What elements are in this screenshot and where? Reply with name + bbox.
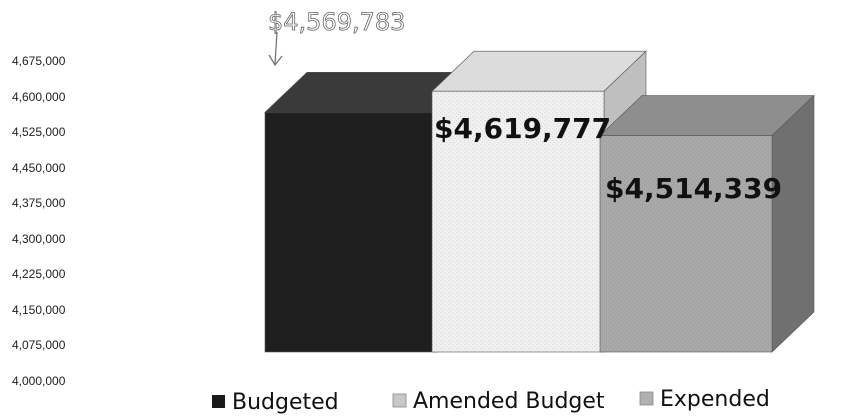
legend: Budgeted Amended Budget Expended (212, 387, 770, 415)
legend-label-amended-budget: Amended Budget (413, 389, 605, 414)
y-tick-label: 4,000,000 (12, 374, 66, 388)
bar-texture-expended (600, 135, 772, 352)
y-tick-label: 4,525,000 (12, 125, 66, 139)
bars (264, 50, 815, 353)
annotation-text: $4,569,783 (268, 8, 405, 36)
y-axis: 4,000,000 4,075,000 4,150,000 4,225,000 … (12, 54, 66, 388)
annotation-arrow-icon (268, 31, 283, 67)
y-tick-label: 4,375,000 (12, 196, 66, 210)
y-tick-label: 4,300,000 (12, 232, 66, 246)
y-tick-label: 4,450,000 (12, 161, 66, 175)
y-tick-label: 4,150,000 (12, 303, 66, 317)
bar-side-expended (771, 94, 815, 353)
legend-swatch-budgeted (212, 395, 225, 408)
legend-swatch-expended (639, 391, 654, 406)
bar-texture-budgeted (265, 112, 437, 353)
legend-label-expended: Expended (660, 387, 770, 412)
y-tick-label: 4,600,000 (12, 90, 66, 104)
y-tick-label: 4,225,000 (12, 267, 66, 281)
data-label-amended-budget: $4,619,777 (434, 112, 611, 145)
y-tick-label: 4,075,000 (12, 338, 66, 352)
y-tick-label: 4,675,000 (12, 54, 66, 68)
bar-texture-amended-budget (432, 91, 604, 353)
legend-swatch-amended-budget (392, 393, 407, 408)
data-label-expended: $4,514,339 (605, 172, 782, 205)
handwritten-annotation: $4,569,783 (268, 8, 406, 67)
legend-label-budgeted: Budgeted (232, 390, 339, 415)
